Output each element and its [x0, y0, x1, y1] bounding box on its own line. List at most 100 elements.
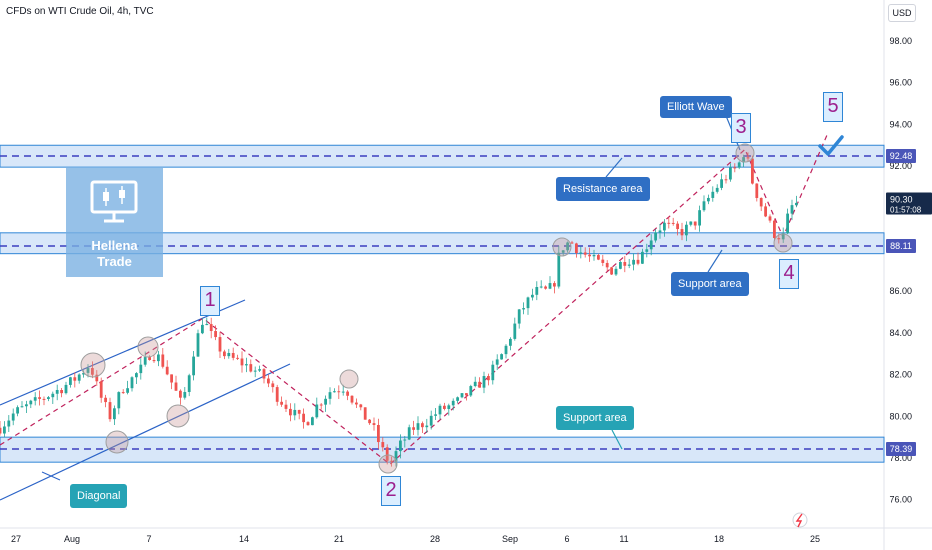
- y-tick-label: 80.00: [889, 411, 912, 421]
- candle-body: [390, 460, 393, 462]
- x-tick-label: 7: [146, 534, 151, 544]
- candle-body: [275, 387, 279, 402]
- candle-body: [790, 205, 794, 214]
- candle-body: [795, 202, 798, 206]
- candle-body: [165, 366, 169, 375]
- candle-body: [522, 308, 525, 310]
- candle-body: [447, 405, 451, 409]
- candle-body: [117, 392, 121, 409]
- candle-body: [130, 377, 134, 389]
- x-tick-label: 28: [430, 534, 440, 544]
- candles: [0, 152, 798, 467]
- support-area-label-upper: Support area: [671, 272, 749, 296]
- candle-body: [531, 294, 534, 298]
- candle-body: [55, 389, 59, 394]
- chart-title: CFDs on WTI Crude Oil, 4h, TVC: [6, 6, 154, 17]
- candle-body: [363, 407, 367, 420]
- current-price-text: 90.30: [890, 195, 913, 205]
- check-icon: [818, 135, 844, 156]
- candle-body: [95, 374, 99, 382]
- candle-body: [619, 262, 622, 269]
- candle-body: [478, 381, 481, 388]
- candle-body: [306, 422, 310, 426]
- y-tick-label: 86.00: [889, 286, 912, 296]
- x-tick-label: 25: [810, 534, 820, 544]
- candle-body: [416, 423, 420, 430]
- candle-body: [240, 358, 244, 366]
- candle-body: [627, 264, 631, 266]
- wave-5-label: 5: [823, 92, 843, 122]
- candle-body: [148, 357, 151, 361]
- candle-body: [262, 369, 266, 379]
- candle-body: [597, 255, 600, 260]
- candle-body: [368, 419, 371, 424]
- candle-body: [632, 259, 635, 265]
- candle-body: [25, 404, 28, 407]
- candle-body: [649, 240, 653, 250]
- candle-body: [245, 364, 248, 366]
- candle-body: [702, 201, 706, 211]
- candle-body: [319, 404, 323, 406]
- candle-body: [341, 391, 345, 393]
- y-tick-label: 82.00: [889, 370, 912, 380]
- candle-body: [135, 373, 138, 378]
- candle-body: [47, 397, 50, 400]
- currency-button[interactable]: USD: [888, 4, 916, 22]
- candle-body: [33, 397, 37, 401]
- candle-body: [192, 356, 195, 376]
- level-tag-3: [886, 442, 916, 456]
- wave-2-label: 2: [381, 476, 401, 506]
- candle-body: [759, 197, 763, 207]
- candle-body: [113, 408, 116, 420]
- candle-body: [183, 391, 187, 398]
- y-tick-label: 78.00: [889, 453, 912, 463]
- candle-body: [7, 420, 11, 427]
- candle-body: [588, 254, 591, 257]
- candle-body: [680, 229, 684, 236]
- candle-body: [69, 377, 72, 385]
- candle-body: [610, 267, 613, 275]
- candle-body: [271, 383, 275, 388]
- candle-body: [350, 395, 354, 403]
- candle-body: [566, 242, 569, 251]
- candle-body: [443, 405, 446, 409]
- candle-body: [104, 397, 107, 403]
- highlight-circle-2: [137, 336, 159, 358]
- candle-body: [403, 439, 407, 441]
- resistance-pointer: [605, 157, 623, 178]
- y-tick-label: 98.00: [889, 36, 912, 46]
- monitor-icon: [90, 180, 138, 223]
- candle-body: [733, 167, 737, 169]
- candle-body: [328, 392, 332, 399]
- diagonal-pointer: [41, 471, 61, 481]
- x-tick-label: 14: [239, 534, 249, 544]
- level-band-2: [0, 232, 885, 255]
- candle-body: [302, 413, 305, 423]
- candle-body: [570, 242, 574, 244]
- candle-body: [157, 354, 160, 362]
- highlight-circle-1: [80, 352, 106, 378]
- candle-body: [654, 232, 657, 241]
- candle-body: [715, 187, 719, 192]
- candle-body: [209, 324, 213, 332]
- x-tick-label: 21: [334, 534, 344, 544]
- candle-body: [223, 351, 226, 357]
- candle-body: [86, 368, 90, 373]
- candle-body: [253, 370, 257, 372]
- candle-body: [605, 262, 609, 268]
- candle-body: [641, 251, 644, 264]
- candle-body: [469, 386, 473, 396]
- candle-body: [425, 425, 429, 428]
- candle-body: [451, 400, 455, 406]
- diagonal-label: Diagonal: [70, 484, 128, 508]
- candle-body: [434, 414, 437, 416]
- candle-body: [579, 252, 583, 254]
- channel-lower-line: [0, 363, 291, 501]
- candle-body: [729, 167, 732, 180]
- candle-body: [548, 283, 552, 289]
- candle-body: [73, 377, 77, 381]
- candle-body: [751, 158, 754, 184]
- channel-upper-line: [0, 299, 246, 406]
- candle-body: [333, 391, 336, 393]
